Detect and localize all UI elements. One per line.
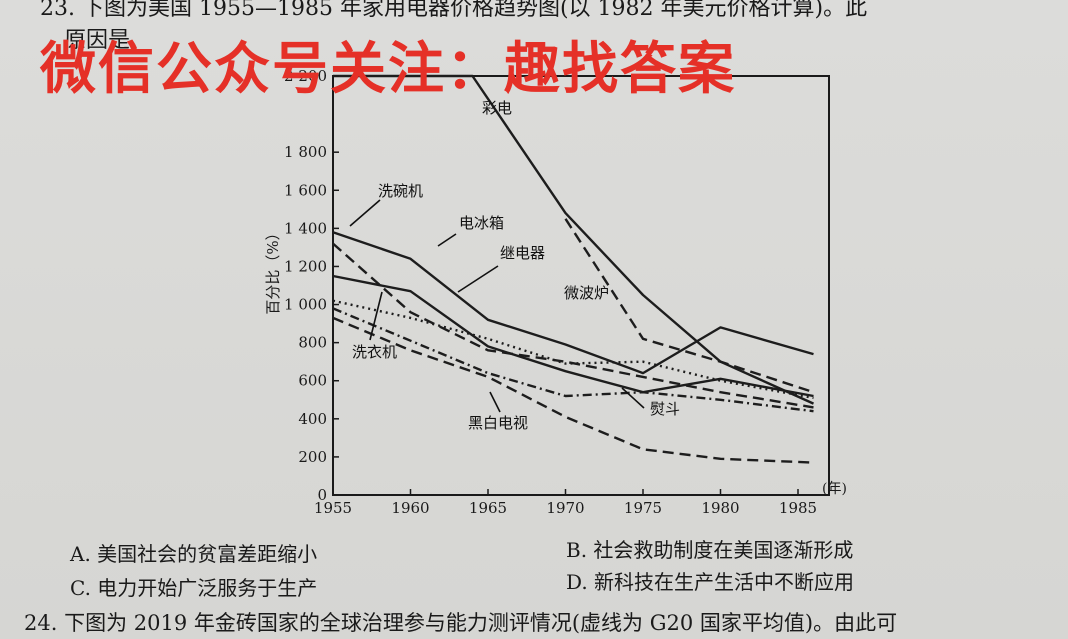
series-label: 继电器 <box>500 244 545 262</box>
y-tick-label: 1 600 <box>284 181 327 199</box>
y-tick-label: 800 <box>298 334 327 352</box>
x-axis-unit: (年) <box>822 481 847 497</box>
y-axis-label: 百分比（%） <box>264 225 282 314</box>
series-label-leader <box>437 233 457 247</box>
y-tick-label: 400 <box>298 410 327 428</box>
series-label: 彩电 <box>482 99 512 117</box>
option-c: C. 电力开始广泛服务于生产 <box>70 576 318 600</box>
y-tick-label: 2 200 <box>284 67 327 85</box>
x-tick-label: 1955 <box>314 499 352 517</box>
x-tick-label: 1970 <box>546 499 584 517</box>
series-label: 电冰箱 <box>459 214 504 232</box>
series-line <box>332 299 814 400</box>
series-label-leader <box>349 199 381 227</box>
x-tick-label: 1985 <box>779 499 817 517</box>
y-tick-label: 1 200 <box>284 257 327 275</box>
y-tick-label: 1 800 <box>284 143 327 161</box>
series-label: 洗碗机 <box>378 182 423 200</box>
series-label-leader <box>369 291 383 341</box>
series-label: 黑白电视 <box>468 414 528 432</box>
series-label-leader <box>621 387 645 409</box>
plot-frame-border <box>332 75 830 496</box>
x-tick-label: 1960 <box>391 499 429 517</box>
series-line <box>333 74 814 405</box>
series-label-leader <box>457 265 499 293</box>
y-tick-label: 200 <box>298 448 327 466</box>
series-label-leader <box>489 391 501 413</box>
series-line <box>332 242 814 409</box>
series-line <box>564 218 814 394</box>
y-tick-label: 1 400 <box>284 219 327 237</box>
series-line <box>332 231 814 375</box>
x-tick-label: 1980 <box>701 499 739 517</box>
series-line <box>332 307 814 413</box>
series-label: 熨斗 <box>650 400 680 418</box>
y-tick-label: 1 000 <box>284 296 327 314</box>
watermark-banner: 微信公众号关注：趣找答案 <box>40 37 736 102</box>
x-tick-label: 1975 <box>624 499 662 517</box>
option-d: D. 新科技在生产生活中不断应用 <box>566 570 855 594</box>
series-label: 微波炉 <box>564 284 609 302</box>
x-tick-label: 1965 <box>469 499 507 517</box>
y-tick-label: 600 <box>298 372 327 390</box>
y-tick-label: 0 <box>317 486 327 504</box>
series-line <box>332 316 814 464</box>
series-label: 洗衣机 <box>352 343 397 361</box>
question-24-stem: 24. 下图为 2019 年金砖国家的全球治理参与能力测评情况(虚线为 G20 … <box>24 611 898 635</box>
question-23-stem-line2: 原因是 <box>64 28 131 53</box>
series-line <box>332 274 814 398</box>
option-a: A. 美国社会的贫富差距缩小 <box>70 542 318 566</box>
option-b: B. 社会救助制度在美国逐渐形成 <box>566 538 854 562</box>
question-23-stem-line1: 23. 下图为美国 1955—1985 年家用电器价格趋势图(以 1982 年美… <box>40 0 868 21</box>
